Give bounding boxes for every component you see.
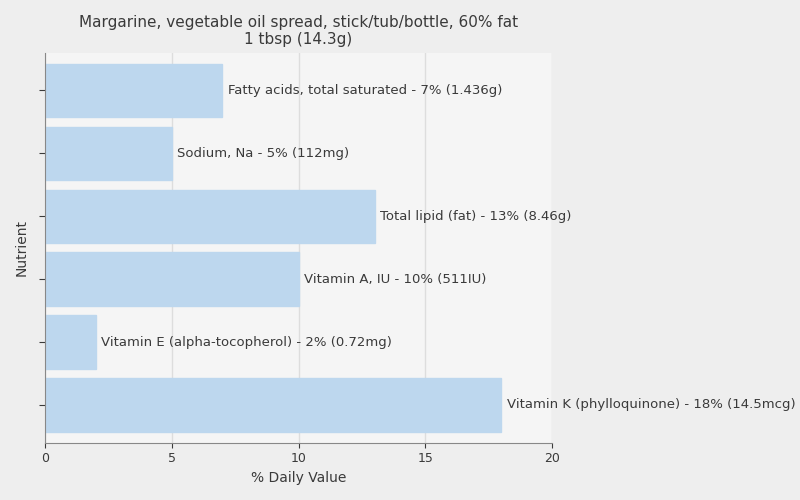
Bar <box>45 252 298 306</box>
X-axis label: % Daily Value: % Daily Value <box>251 471 346 485</box>
Bar <box>45 378 502 432</box>
Text: Vitamin K (phylloquinone) - 18% (14.5mcg): Vitamin K (phylloquinone) - 18% (14.5mcg… <box>506 398 795 411</box>
Text: Sodium, Na - 5% (112mg): Sodium, Na - 5% (112mg) <box>177 147 349 160</box>
Y-axis label: Nutrient: Nutrient <box>15 219 29 276</box>
Bar <box>45 190 374 243</box>
Text: Total lipid (fat) - 13% (8.46g): Total lipid (fat) - 13% (8.46g) <box>380 210 571 223</box>
Text: Vitamin E (alpha-tocopherol) - 2% (0.72mg): Vitamin E (alpha-tocopherol) - 2% (0.72m… <box>101 336 392 348</box>
Bar <box>45 316 96 369</box>
Bar <box>45 64 222 117</box>
Title: Margarine, vegetable oil spread, stick/tub/bottle, 60% fat
1 tbsp (14.3g): Margarine, vegetable oil spread, stick/t… <box>79 15 518 48</box>
Text: Fatty acids, total saturated - 7% (1.436g): Fatty acids, total saturated - 7% (1.436… <box>227 84 502 97</box>
Bar <box>45 126 172 180</box>
Text: Vitamin A, IU - 10% (511IU): Vitamin A, IU - 10% (511IU) <box>304 272 486 285</box>
